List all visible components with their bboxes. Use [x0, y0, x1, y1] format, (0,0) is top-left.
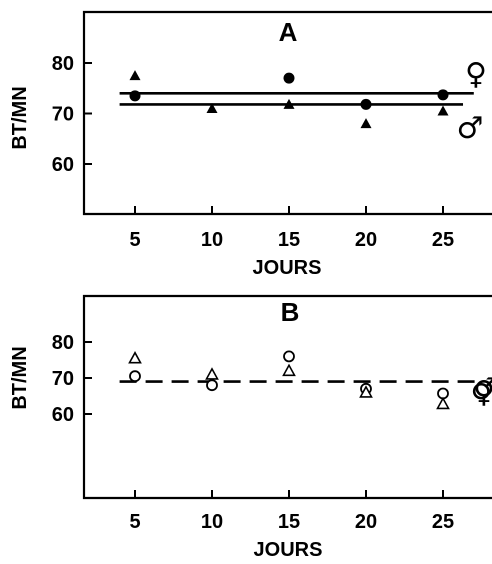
- male-symbol: ♂: [471, 372, 492, 407]
- y-axis-label: BT/MN: [9, 346, 31, 409]
- y-tick-label: 60: [52, 404, 74, 426]
- data-point-triangle: [360, 118, 372, 129]
- x-tick-label: 10: [201, 511, 223, 533]
- x-tick-label: 10: [201, 229, 223, 251]
- data-point-circle: [283, 350, 295, 363]
- y-tick-label: 70: [52, 368, 74, 390]
- data-point-triangle: [129, 70, 141, 81]
- data-point-triangle: [282, 363, 296, 377]
- data-point-triangle: [436, 396, 450, 410]
- data-point-triangle: [128, 351, 142, 364]
- x-tick-label: 20: [355, 511, 377, 533]
- x-axis-label: JOURS: [253, 257, 322, 279]
- y-axis-label: BT/MN: [9, 86, 31, 149]
- data-point-triangle: [205, 367, 219, 380]
- female-symbol: ♀: [465, 57, 487, 92]
- x-tick-label: 5: [129, 229, 140, 251]
- y-tick-label: 70: [52, 104, 74, 126]
- x-axis-label: JOURS: [254, 539, 323, 561]
- x-tick-label: 15: [278, 511, 300, 533]
- panel-b: 5 10 15 20 25 60 70 80 B JOURS BT/MN ♂♀: [9, 294, 492, 561]
- data-point-triangle: [283, 98, 295, 109]
- data-point-circle: [360, 98, 372, 110]
- data-point-triangle: [206, 102, 218, 113]
- data-point-circle: [129, 370, 141, 383]
- x-tick-label: 25: [432, 229, 454, 251]
- data-point-circle: [283, 72, 295, 84]
- data-point-circle: [206, 379, 218, 392]
- data-point-triangle: [359, 385, 373, 398]
- panel-a: 5 10 15 20 25 60 70 80 A JOURS BT/MN ♀ ♂: [9, 10, 492, 279]
- y-tick-label: 80: [52, 332, 74, 354]
- male-symbol: ♂: [457, 111, 484, 146]
- panel-title: A: [279, 17, 298, 47]
- data-point-triangle: [437, 105, 449, 116]
- x-tick-label: 25: [432, 511, 454, 533]
- x-tick-label: 20: [355, 229, 377, 251]
- x-tick-label: 5: [129, 511, 140, 533]
- y-tick-label: 80: [52, 53, 74, 75]
- panel-title: B: [281, 297, 300, 327]
- y-tick-label: 60: [52, 154, 74, 176]
- data-point-circle: [129, 90, 141, 102]
- female-symbol: ♀: [473, 375, 492, 410]
- data-point-circle: [437, 89, 449, 101]
- x-tick-label: 15: [278, 229, 300, 251]
